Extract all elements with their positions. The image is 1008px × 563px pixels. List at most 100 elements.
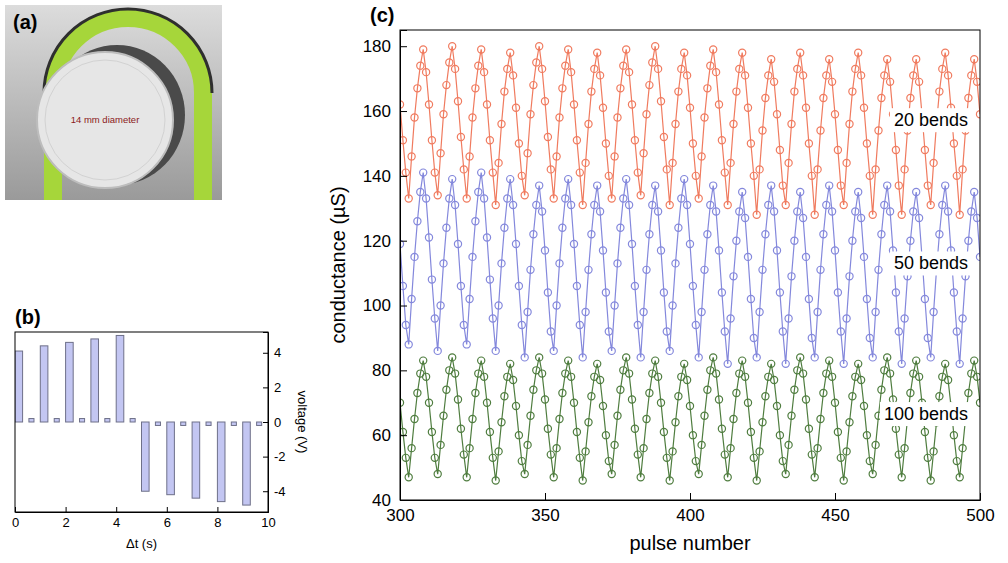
data-point: [527, 412, 534, 419]
data-point: [446, 59, 453, 66]
data-point: [884, 354, 891, 361]
data-point: [457, 425, 464, 432]
data-point: [652, 43, 659, 50]
data-point: [744, 104, 751, 111]
tick-mark: [217, 507, 218, 512]
data-point: [634, 321, 641, 328]
tick-mark: [263, 353, 268, 354]
data-point: [686, 402, 693, 409]
series-label: 20 bends: [894, 110, 968, 130]
data-point: [895, 182, 902, 189]
data-point: [631, 425, 638, 432]
data-point: [657, 247, 664, 254]
data-point: [831, 399, 838, 406]
data-point: [829, 78, 836, 85]
data-point: [631, 137, 638, 144]
data-point: [568, 69, 575, 76]
data-point: [588, 231, 595, 238]
data-point: [881, 201, 888, 208]
tick-mark: [400, 306, 407, 307]
data-point: [826, 182, 833, 189]
data-point: [495, 159, 502, 166]
data-point: [689, 432, 696, 439]
data-point: [756, 308, 763, 315]
data-point: [811, 211, 818, 218]
panel-label: (b): [15, 306, 41, 328]
axis-line: [401, 31, 408, 501]
data-point: [730, 415, 737, 422]
data-point: [602, 289, 609, 296]
data-point: [762, 393, 769, 400]
data-point: [968, 72, 975, 79]
pulse-bar: [192, 422, 200, 498]
data-point: [478, 169, 485, 176]
data-point: [489, 454, 496, 461]
data-point: [907, 94, 914, 101]
data-point: [576, 169, 583, 176]
data-point: [614, 412, 621, 419]
tick-mark: [545, 493, 546, 500]
tick-mark: [400, 46, 407, 47]
data-point: [672, 419, 679, 426]
data-point: [402, 169, 409, 176]
data-point: [556, 415, 563, 422]
data-point: [457, 282, 464, 289]
data-point: [724, 474, 731, 481]
data-point: [753, 354, 760, 361]
data-point: [756, 448, 763, 455]
data-point: [530, 82, 537, 89]
pulse-bar: [54, 419, 59, 422]
data-point: [530, 386, 537, 393]
data-point: [449, 354, 456, 361]
data-point: [669, 159, 676, 166]
data-point: [913, 188, 920, 195]
data-point: [837, 182, 844, 189]
data-point: [930, 159, 937, 166]
tick-label: 140: [363, 167, 391, 186]
x-axis: 300350400450500: [386, 493, 994, 525]
data-point: [765, 72, 772, 79]
data-point: [454, 396, 461, 403]
data-point: [698, 441, 705, 448]
pulse-bar: [130, 419, 135, 422]
data-point: [437, 150, 444, 157]
data-point: [547, 451, 554, 458]
data-point: [594, 49, 601, 56]
data-point: [916, 373, 923, 380]
data-point: [901, 166, 908, 173]
data-point: [808, 451, 815, 458]
data-point: [591, 201, 598, 208]
series-line: [400, 173, 980, 364]
data-point: [570, 240, 577, 247]
data-point: [637, 474, 644, 481]
tick-mark: [400, 176, 407, 177]
pulse-bar: [181, 422, 186, 425]
data-point: [475, 62, 482, 69]
tick-mark: [263, 422, 268, 423]
data-point: [492, 201, 499, 208]
data-point: [759, 419, 766, 426]
data-point: [829, 208, 836, 215]
tick-mark: [167, 507, 168, 512]
data-point: [643, 111, 650, 118]
data-point: [692, 458, 699, 465]
data-point: [518, 172, 525, 179]
data-point: [559, 85, 566, 92]
data-point: [463, 474, 470, 481]
tick-mark: [835, 493, 836, 500]
data-point: [420, 169, 427, 176]
data-point: [974, 214, 981, 221]
data-point: [701, 114, 708, 121]
label-patch: [890, 108, 972, 132]
tick-label: 400: [676, 506, 704, 525]
data-point: [559, 224, 566, 231]
axis-title: conductance (µS): [327, 186, 349, 343]
data-point: [910, 72, 917, 79]
data-point: [733, 88, 740, 95]
data-point: [428, 428, 435, 435]
data-point: [849, 393, 856, 400]
data-point: [440, 412, 447, 419]
data-point: [573, 428, 580, 435]
data-point: [521, 470, 528, 477]
data-point: [759, 127, 766, 134]
